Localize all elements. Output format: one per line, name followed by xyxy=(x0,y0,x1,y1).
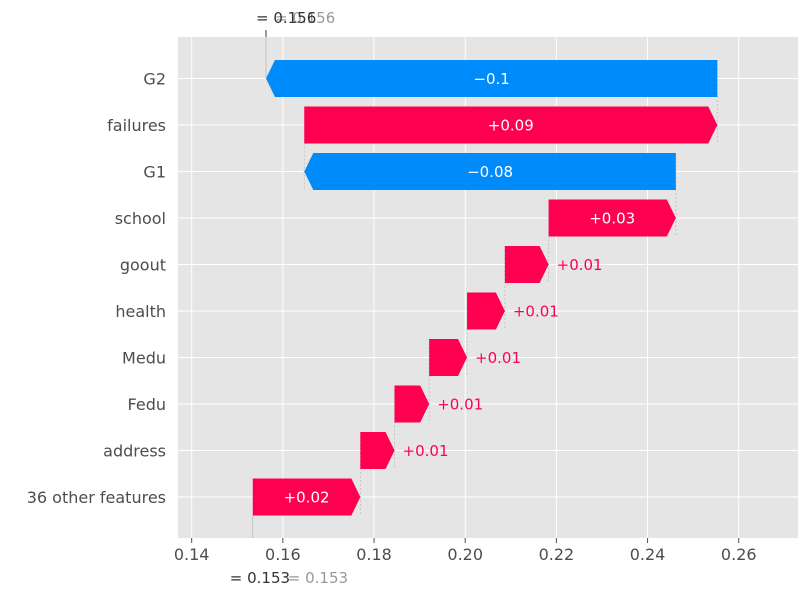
bar-g1 xyxy=(304,153,676,190)
x-tick-label: 0.16 xyxy=(265,545,301,564)
annotations: = 0.156= 0.156 = 0.153= 0.153 xyxy=(230,9,348,587)
bar-value-label: +0.02 xyxy=(284,489,330,507)
expected-value-label-secondary: = 0.153 xyxy=(288,569,348,587)
bar-goout xyxy=(504,246,549,283)
bar-value-label: +0.01 xyxy=(403,442,449,460)
bar-g2 xyxy=(265,60,718,97)
x-tick-label: 0.22 xyxy=(539,545,575,564)
bar-value-label: +0.03 xyxy=(589,210,635,228)
feature-label: health xyxy=(115,302,166,321)
feature-label: Medu xyxy=(122,349,166,368)
x-tick-label: 0.18 xyxy=(356,545,392,564)
bar-value-label: +0.01 xyxy=(513,303,559,321)
feature-label: 36 other features xyxy=(27,488,166,507)
bar-value-label: −0.1 xyxy=(473,70,509,88)
feature-labels: G2 failures G1 school goout health Medu Fedu add… xyxy=(27,70,166,508)
x-tick-label: 0.20 xyxy=(447,545,483,564)
bar-value-label: +0.01 xyxy=(437,396,483,414)
bar-value-label: −0.08 xyxy=(467,163,513,181)
fx-value-label-secondary: = 0.156 xyxy=(275,9,335,27)
feature-label: school xyxy=(115,209,166,228)
feature-label: Fedu xyxy=(128,395,166,414)
x-axis-ticks: 0.14 0.16 0.18 0.20 0.22 0.24 0.26 xyxy=(174,538,757,564)
bar-36-other-features xyxy=(252,478,361,516)
feature-label: G2 xyxy=(143,70,166,89)
bar-value-label: +0.01 xyxy=(475,349,521,367)
bar-value-label: +0.09 xyxy=(488,117,534,135)
bar-medu xyxy=(429,339,468,376)
bar-fedu xyxy=(394,385,430,423)
feature-label: address xyxy=(103,442,166,461)
bar-school xyxy=(548,199,676,237)
x-tick-label: 0.14 xyxy=(174,545,210,564)
bar-address xyxy=(360,432,395,469)
expected-value-label: = 0.153 xyxy=(230,569,290,587)
feature-label: goout xyxy=(120,256,166,275)
bar-value-label: +0.01 xyxy=(557,256,603,274)
x-tick-label: 0.24 xyxy=(630,545,666,564)
feature-label: G1 xyxy=(143,163,166,182)
fx-value-label: = 0.156 xyxy=(256,9,316,27)
bar-health xyxy=(467,292,505,330)
bar-failures xyxy=(304,106,718,144)
bars: −0.1 +0.09 −0.08 +0.03 +0.01 +0.01 +0.01 +0.01 +… xyxy=(252,60,718,516)
feature-label: failures xyxy=(107,116,166,135)
x-tick-label: 0.26 xyxy=(721,545,757,564)
